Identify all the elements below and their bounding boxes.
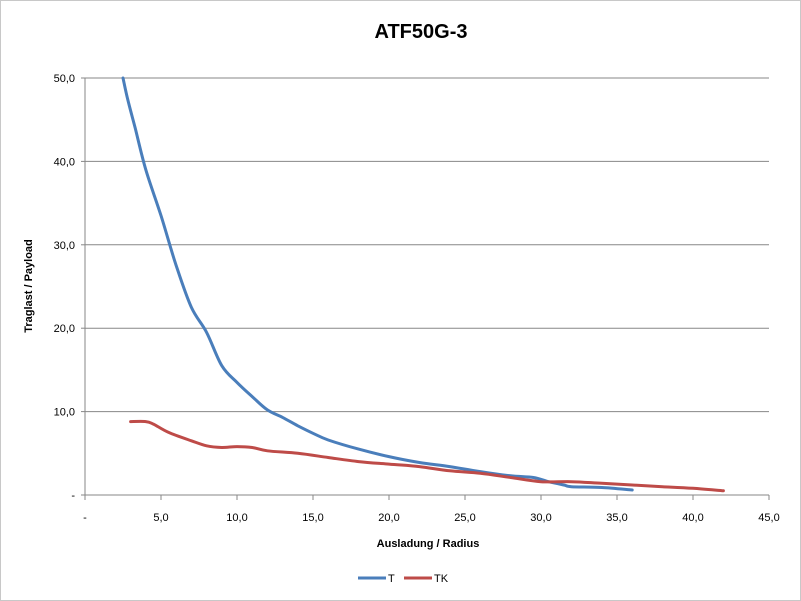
y-tick-label: - (71, 490, 75, 502)
y-tick-label: 40,0 (54, 156, 75, 168)
y-tick-label: 30,0 (54, 240, 75, 252)
x-tick-label: 5,0 (153, 512, 168, 524)
y-axis-label: Traglast / Payload (23, 239, 35, 333)
gridlines (85, 77, 769, 413)
x-tick-label: - (83, 512, 87, 524)
x-tick-label: 10,0 (226, 512, 247, 524)
x-tick-label: 45,0 (758, 512, 779, 524)
x-tick-label: 35,0 (606, 512, 627, 524)
y-tick-labels: - 10,0 20,0 30,0 40,0 50,0 (54, 73, 85, 502)
x-tick-label: 25,0 (454, 512, 475, 524)
x-axis-label: Ausladung / Radius (377, 538, 480, 550)
series-lines (121, 76, 725, 493)
y-tick-label: 50,0 (54, 73, 75, 85)
y-tick-label: 10,0 (54, 407, 75, 419)
legend-label-tk: TK (434, 573, 449, 585)
x-tick-label: 30,0 (530, 512, 551, 524)
x-tick-label: 20,0 (378, 512, 399, 524)
x-tick-labels: - 5,0 10,0 15,0 20,0 25,0 30,0 35,0 40,0 45,0 (83, 495, 780, 524)
chart-title: ATF50G-3 (375, 21, 468, 43)
legend-label-t: T (388, 573, 395, 585)
y-tick-label: 20,0 (54, 323, 75, 335)
x-tick-label: 15,0 (302, 512, 323, 524)
axes (84, 78, 769, 496)
x-tick-label: 40,0 (682, 512, 703, 524)
legend: T TK (358, 573, 449, 585)
series-line-t (121, 76, 634, 492)
series-line-tk (129, 419, 725, 493)
